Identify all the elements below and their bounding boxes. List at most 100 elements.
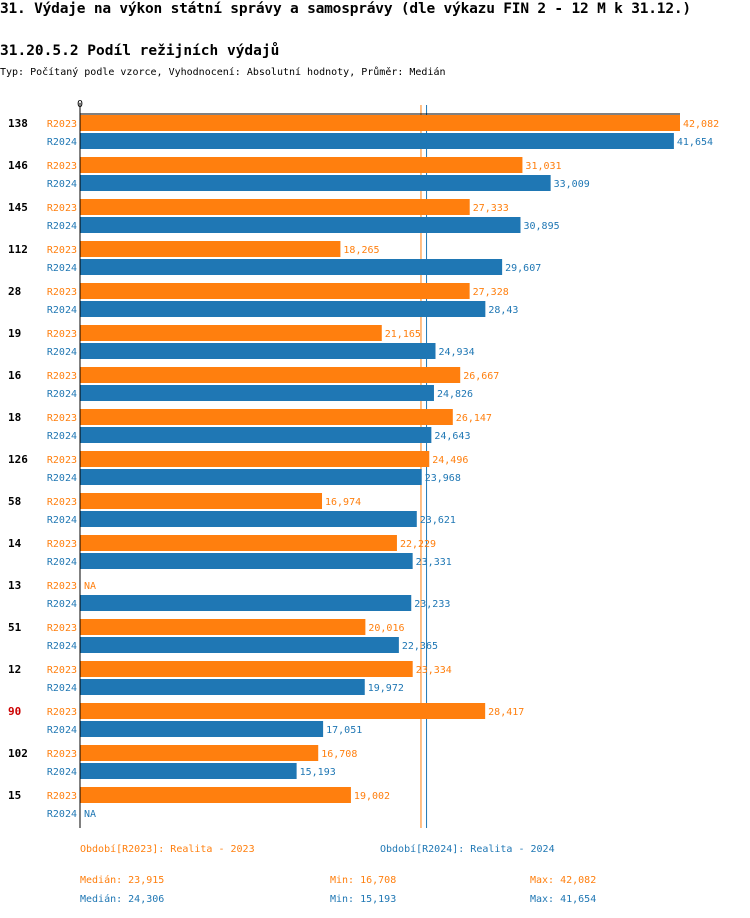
- series-label-r2024: R2024: [47, 263, 77, 274]
- bar-r2023: [80, 493, 323, 509]
- series-label-r2024: R2024: [47, 515, 77, 526]
- category-label: 16: [8, 369, 22, 382]
- bar-r2023: [80, 451, 430, 467]
- series-label-r2024: R2024: [47, 683, 77, 694]
- bar-r2024: [80, 553, 413, 569]
- series-label-r2023: R2023: [47, 161, 77, 172]
- value-label: 23,968: [425, 473, 461, 484]
- page-title: 31. Výdaje na výkon státní správy a samo…: [0, 1, 691, 17]
- value-label: 27,333: [473, 203, 509, 214]
- value-label: 20,016: [368, 623, 404, 634]
- bar-r2023: [80, 283, 470, 299]
- series-label-r2024: R2024: [47, 599, 77, 610]
- value-label: 41,654: [677, 137, 713, 148]
- series-label-r2024: R2024: [47, 725, 77, 736]
- series-label-r2024: R2024: [47, 473, 77, 484]
- bar-r2024: [80, 427, 432, 443]
- value-label: 28,417: [488, 707, 524, 718]
- bar-r2023: [80, 745, 319, 761]
- bar-r2023: [80, 535, 397, 551]
- max-r2023: Max: 42,082: [530, 875, 597, 886]
- bar-r2023: [80, 115, 680, 131]
- chart-info: Typ: Počítaný podle vzorce, Vyhodnocení:…: [0, 67, 446, 78]
- value-label: 24,496: [432, 455, 468, 466]
- series-label-r2024: R2024: [47, 305, 77, 316]
- category-label: 102: [8, 747, 28, 760]
- value-label: 42,082: [683, 119, 719, 130]
- value-label: 17,051: [326, 725, 362, 736]
- value-label: 16,974: [325, 497, 361, 508]
- category-label: 145: [8, 201, 28, 214]
- category-label: 15: [8, 789, 21, 802]
- series-label-r2023: R2023: [47, 707, 77, 718]
- series-label-r2023: R2023: [47, 749, 77, 760]
- value-label: 23,621: [420, 515, 456, 526]
- value-label: 24,643: [434, 431, 470, 442]
- value-label-na: NA: [84, 581, 96, 592]
- series-label-r2023: R2023: [47, 581, 77, 592]
- value-label: 27,328: [473, 287, 509, 298]
- category-label: 90: [8, 705, 21, 718]
- value-label: 26,667: [463, 371, 499, 382]
- bar-r2024: [80, 469, 422, 485]
- legend-r2023: Období[R2023]: Realita - 2023: [80, 844, 255, 855]
- median-r2024: Medián: 24,306: [80, 894, 165, 905]
- category-label: 51: [8, 621, 22, 634]
- category-label: 28: [8, 285, 21, 298]
- max-r2024: Max: 41,654: [530, 894, 597, 905]
- axis-zero-label: 0: [77, 99, 83, 110]
- chart-title: 31.20.5.2 Podíl režijních výdajů: [0, 43, 280, 59]
- bar-r2023: [80, 325, 382, 341]
- value-label: 30,895: [523, 221, 559, 232]
- median-r2023: Medián: 23,915: [80, 875, 165, 886]
- bar-r2024: [80, 133, 674, 149]
- value-label: 16,708: [321, 749, 357, 760]
- legend-r2024: Období[R2024]: Realita - 2024: [380, 844, 555, 855]
- value-label: 26,147: [456, 413, 492, 424]
- value-label-na: NA: [84, 809, 96, 820]
- bar-r2024: [80, 637, 399, 653]
- category-label: 13: [8, 579, 21, 592]
- series-label-r2023: R2023: [47, 665, 77, 676]
- series-label-r2023: R2023: [47, 203, 77, 214]
- bar-r2024: [80, 175, 551, 191]
- series-label-r2023: R2023: [47, 245, 77, 256]
- bars: [80, 115, 680, 803]
- series-label-r2024: R2024: [47, 389, 77, 400]
- series-label-r2023: R2023: [47, 623, 77, 634]
- category-label: 126: [8, 453, 28, 466]
- category-label: 12: [8, 663, 21, 676]
- bar-r2024: [80, 511, 417, 527]
- series-label-r2024: R2024: [47, 431, 77, 442]
- series-label-r2023: R2023: [47, 455, 77, 466]
- value-label: 24,934: [439, 347, 475, 358]
- bar-r2024: [80, 217, 521, 233]
- bar-r2023: [80, 157, 523, 173]
- labels: 138 R2023 42,082 R2024 41,654 146 R2023 31,031 R…: [8, 117, 719, 820]
- bar-r2023: [80, 661, 413, 677]
- category-label: 58: [8, 495, 21, 508]
- axis: 0: [77, 99, 680, 828]
- series-label-r2024: R2024: [47, 179, 77, 190]
- series-label-r2023: R2023: [47, 497, 77, 508]
- value-label: 22,365: [402, 641, 438, 652]
- min-r2023: Min: 16,708: [330, 875, 397, 886]
- value-label: 28,43: [488, 305, 518, 316]
- value-label: 23,334: [416, 665, 452, 676]
- series-label-r2023: R2023: [47, 791, 77, 802]
- bar-r2023: [80, 703, 486, 719]
- category-label: 19: [8, 327, 21, 340]
- category-label: 18: [8, 411, 21, 424]
- series-label-r2024: R2024: [47, 221, 77, 232]
- series-label-r2024: R2024: [47, 557, 77, 568]
- category-label: 112: [8, 243, 28, 256]
- bar-r2024: [80, 343, 436, 359]
- value-label: 21,165: [385, 329, 421, 340]
- series-label-r2024: R2024: [47, 767, 77, 778]
- value-label: 29,607: [505, 263, 541, 274]
- bar-r2024: [80, 301, 486, 317]
- bar-r2024: [80, 259, 503, 275]
- value-label: 18,265: [343, 245, 379, 256]
- value-label: 24,826: [437, 389, 473, 400]
